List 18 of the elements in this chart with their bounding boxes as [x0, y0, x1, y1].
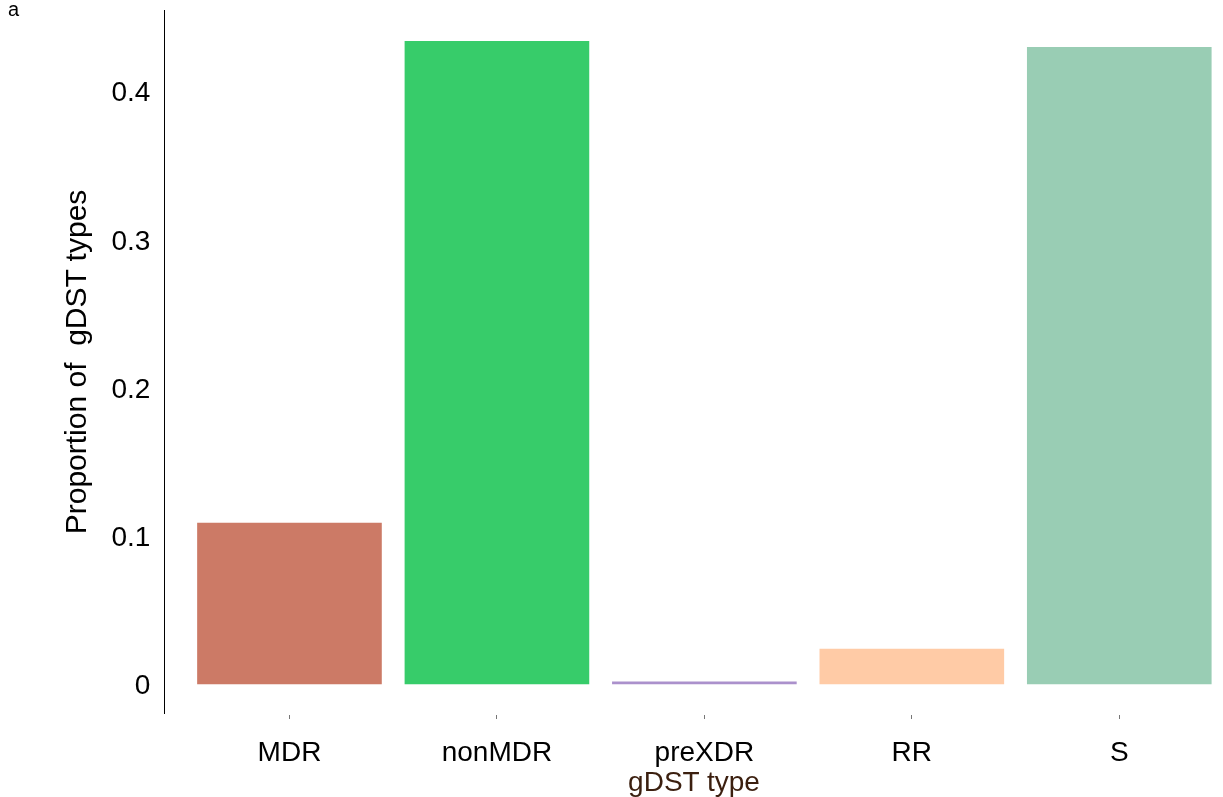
y-tick-label: 0.3: [111, 224, 151, 256]
y-axis-title: Proportion of gDST types: [59, 189, 93, 535]
x-tick-label: nonMDR: [441, 735, 553, 767]
x-tick-label: RR: [891, 735, 933, 767]
text: a: [8, 0, 20, 20]
x-tick-label: preXDR: [654, 735, 755, 767]
x-tick-label: S: [1109, 735, 1129, 767]
y-tick-label: 0.1: [111, 520, 151, 552]
bar: [197, 522, 382, 685]
bar: [612, 681, 797, 685]
bar: [1026, 47, 1212, 685]
y-tick-label: 0.4: [111, 76, 151, 108]
x-tick-label: MDR: [257, 735, 322, 767]
y-tick-label: 0: [134, 669, 151, 701]
bar: [819, 648, 1005, 685]
bar: [404, 41, 590, 685]
y-tick-label: 0.2: [111, 372, 151, 404]
x-axis-title: gDST type: [628, 766, 760, 797]
